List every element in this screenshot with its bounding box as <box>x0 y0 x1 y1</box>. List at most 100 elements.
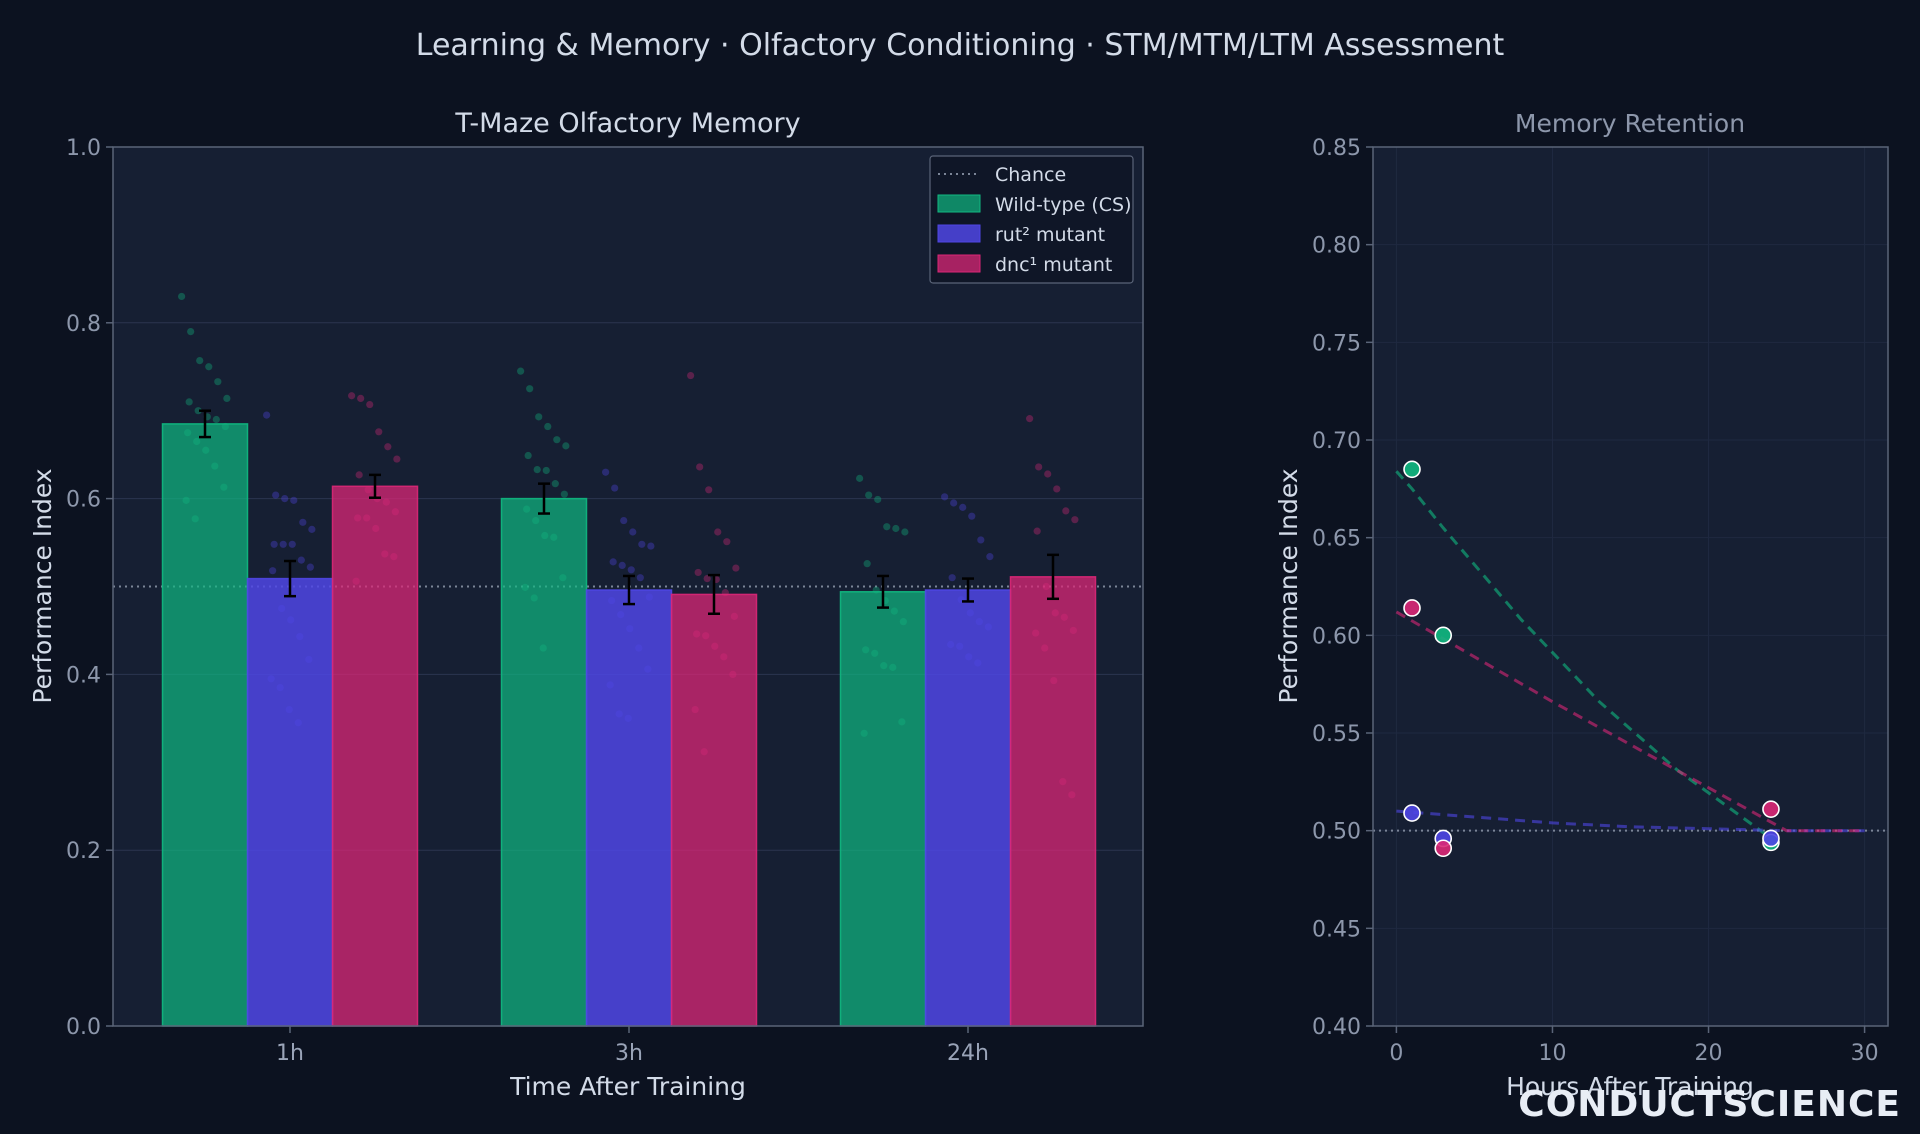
bar-chart-ytick-label: 0.6 <box>66 488 101 513</box>
legend-label-wildtype: Wild-type (CS) <box>995 194 1131 216</box>
jitter-point <box>883 523 891 531</box>
jitter-point <box>1062 507 1070 515</box>
jitter-point <box>357 394 365 402</box>
retention-ytick-label: 0.45 <box>1312 917 1361 942</box>
jitter-point <box>214 378 222 386</box>
jitter-point <box>977 536 985 544</box>
retention-fit-curve <box>1395 610 1865 833</box>
jitter-point <box>196 356 204 365</box>
bar <box>585 589 673 1027</box>
retention-point <box>1434 839 1453 858</box>
jitter-point <box>1026 415 1034 423</box>
retention-title: Memory Retention <box>1515 109 1745 138</box>
retention-point <box>1403 460 1421 479</box>
jitter-point <box>986 553 994 561</box>
retention-xtick-label: 0 <box>1389 1041 1403 1066</box>
bar <box>161 423 249 1027</box>
jitter-point <box>279 540 287 548</box>
jitter-point <box>620 516 628 525</box>
jitter-point <box>856 474 864 482</box>
jitter-point <box>535 413 543 421</box>
retention-point <box>1403 599 1421 617</box>
retention-ylabel: Performance Index <box>1274 468 1303 703</box>
jitter-point <box>618 561 626 570</box>
legend-swatch-wildtype <box>937 194 981 213</box>
jitter-point <box>696 463 704 471</box>
jitter-point <box>542 466 550 475</box>
jitter-point <box>393 455 401 463</box>
jitter-point <box>553 436 561 444</box>
jitter-point <box>714 528 722 536</box>
jitter-point <box>948 574 956 582</box>
jitter-point <box>687 371 695 380</box>
bar-chart-bars <box>161 423 1097 1027</box>
bar-chart-title: T-Maze Olfactory Memory <box>454 108 800 139</box>
bar-chart-ylabel: Performance Index <box>28 468 57 703</box>
jitter-point <box>560 490 568 498</box>
jitter-point <box>551 480 559 488</box>
jitter-point <box>297 556 305 564</box>
jitter-point <box>901 528 909 536</box>
jitter-point <box>299 518 307 526</box>
jitter-point <box>611 484 619 492</box>
jitter-point <box>270 540 278 548</box>
retention-ytick-label: 0.50 <box>1312 820 1361 845</box>
jitter-point <box>544 422 552 431</box>
legend-label-dnc: dnc¹ mutant <box>995 254 1112 276</box>
retention-xlabel: Hours After Training <box>1506 1072 1754 1101</box>
jitter-point <box>212 415 220 424</box>
retention-points <box>1403 460 1780 858</box>
jitter-point <box>269 567 277 575</box>
bar-chart-x-axis: 1h 3h 24h <box>276 1026 989 1066</box>
jitter-point <box>223 394 231 402</box>
jitter-point <box>609 558 617 566</box>
jitter-point <box>348 392 356 400</box>
jitter-point <box>874 495 882 504</box>
legend-swatch-dnc <box>937 254 981 273</box>
jitter-point <box>703 574 711 583</box>
jitter-point <box>533 465 541 474</box>
jitter-point <box>205 363 213 371</box>
bar-chart-frame <box>112 146 1144 1027</box>
retention-point <box>1762 829 1780 848</box>
retention-fit-curves <box>1395 470 1865 840</box>
jitter-point <box>524 451 532 460</box>
jitter-point <box>290 496 298 504</box>
bar-chart-error-bars <box>199 409 1059 615</box>
jitter-point <box>694 568 702 577</box>
jitter-point <box>950 499 958 507</box>
brand-watermark: CONDUCTSCIENCE <box>1518 1084 1901 1125</box>
bar-chart-ytick-label: 0.4 <box>66 663 101 688</box>
jitter-point <box>526 385 534 393</box>
jitter-point <box>562 442 570 450</box>
bar-chart-ytick-label: 0.0 <box>66 1015 101 1040</box>
bar-chart-panel: 0.0 0.2 0.4 0.6 0.8 1.0 1h 3h 24h T-Maze Olfact… <box>28 108 1144 1101</box>
jitter-point <box>1053 485 1061 493</box>
jitter-point <box>308 525 316 533</box>
jitter-point <box>959 503 967 511</box>
jitter-point <box>638 540 646 548</box>
bar-chart-xlabel: Time After Training <box>509 1072 746 1101</box>
jitter-point <box>602 468 610 476</box>
retention-plot-area <box>1373 147 1888 1026</box>
jitter-point <box>941 493 949 501</box>
jitter-point <box>185 398 193 406</box>
jitter-point <box>178 292 186 301</box>
retention-x-axis: 0 10 20 30 <box>1389 1026 1879 1066</box>
retention-xtick-label: 20 <box>1695 1041 1723 1066</box>
bar-chart-y-axis: 0.0 0.2 0.4 0.6 0.8 1.0 <box>66 136 113 1040</box>
bar <box>246 577 334 1027</box>
jitter-point <box>705 486 713 494</box>
jitter-point <box>732 564 740 572</box>
retention-y-axis: 0.40 0.45 0.50 0.55 0.60 0.65 0.70 0.75 0.80 0.85 <box>1312 136 1373 1040</box>
retention-ytick-label: 0.40 <box>1312 1015 1361 1040</box>
jitter-point <box>863 560 871 568</box>
bar <box>670 593 758 1027</box>
jitter-point <box>187 327 195 336</box>
retention-ytick-label: 0.55 <box>1312 722 1361 747</box>
jitter-point <box>892 524 900 533</box>
retention-xtick-label: 10 <box>1538 1041 1566 1066</box>
jitter-point <box>636 574 644 582</box>
